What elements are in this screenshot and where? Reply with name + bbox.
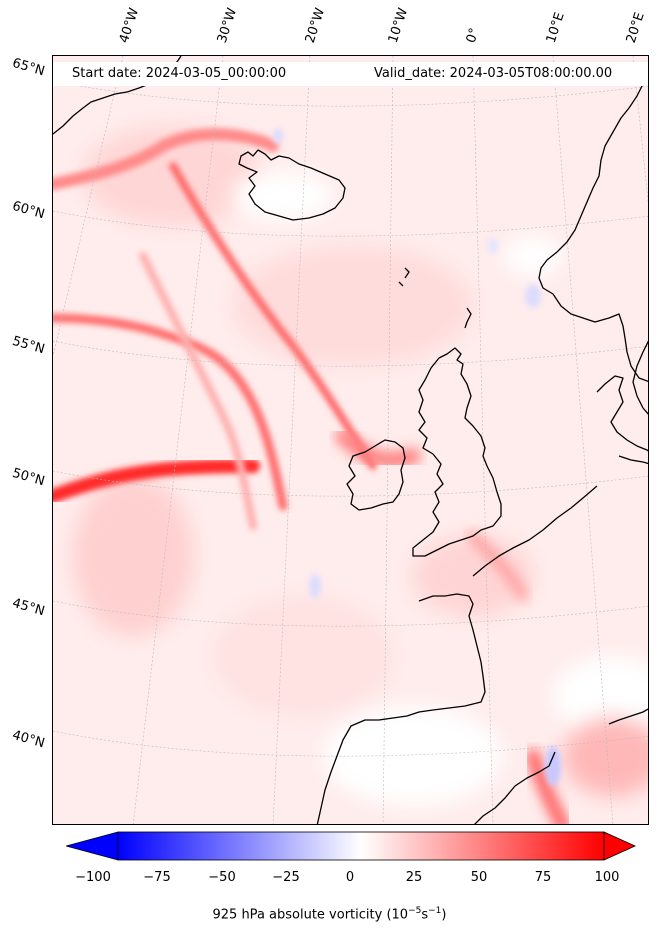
lat-label-50n: 50°N — [10, 465, 47, 490]
negative-vorticity-patches — [273, 128, 561, 786]
colorbar-label-exp2: −1 — [428, 906, 442, 916]
lon-label-30w: 30°W — [214, 6, 241, 45]
colorbar-tick-50: 50 — [470, 870, 488, 885]
colorbar-tick-neg100: −100 — [75, 870, 111, 885]
colorbar-tick-25: 25 — [405, 870, 423, 885]
lon-label-20e: 20°E — [623, 10, 648, 46]
colorbar-tick-neg25: −25 — [272, 870, 300, 885]
coast-benelux — [472, 485, 598, 577]
colorbar-tick-0: 0 — [345, 870, 355, 885]
coast-iberia-south — [474, 751, 556, 824]
coast-med — [608, 708, 648, 725]
lon-label-10w: 10°W — [385, 6, 412, 45]
vorticity-map — [52, 55, 649, 825]
colorbar-label-exp1: −5 — [408, 906, 422, 916]
coast-iceland — [238, 149, 346, 221]
colorbar-body — [117, 831, 605, 861]
header-strip — [53, 62, 648, 86]
coast-sweden — [632, 340, 648, 415]
colorbar-label-unit: s — [421, 907, 429, 923]
lat-label-55n: 55°N — [10, 333, 47, 358]
coast-shetland — [464, 307, 472, 329]
coast-scotland — [412, 347, 502, 557]
valid-date-label: Valid_date: 2024-03-05T08:00:00.00 — [374, 66, 613, 81]
colorbar-label-suffix: ) — [441, 907, 447, 923]
lat-label-65n: 65°N — [10, 55, 47, 80]
colorbar-tick-75: 75 — [534, 870, 552, 885]
start-date-label: Start date: 2024-03-05_00:00:00 — [72, 66, 287, 81]
coast-faroe — [398, 267, 410, 287]
coast-baltic — [618, 455, 648, 465]
lon-label-10e: 10°E — [543, 10, 568, 46]
streak-2 — [169, 162, 377, 470]
coast-ireland — [346, 439, 406, 511]
streak-8 — [526, 749, 570, 824]
streak-4 — [53, 459, 260, 503]
colorbar-tick-100: 100 — [594, 870, 620, 885]
streak-7 — [468, 531, 528, 601]
lon-label-40w: 40°W — [116, 6, 143, 45]
lat-label-45n: 45°N — [10, 595, 47, 620]
colorbar-label-prefix: 925 hPa absolute vorticity (10 — [212, 907, 409, 923]
colorbar-extend-min — [64, 831, 119, 861]
lon-label-0: 0° — [463, 26, 483, 45]
streak-1 — [53, 128, 279, 190]
vorticity-streaks — [53, 128, 570, 824]
colorbar-label: 925 hPa absolute vorticity (10−5s−1) — [0, 906, 659, 922]
coast-denmark — [596, 375, 648, 452]
colorbar — [64, 831, 636, 865]
lon-label-20w: 20°W — [302, 6, 329, 45]
colorbar-tick-neg50: −50 — [208, 870, 236, 885]
streak-5 — [139, 252, 257, 530]
colorbar-tick-neg75: −75 — [143, 870, 171, 885]
lat-label-60n: 60°N — [10, 198, 47, 223]
lat-label-40n: 40°N — [10, 727, 47, 752]
coast-norway — [538, 77, 648, 382]
map-svg — [53, 56, 648, 824]
coast-france-iberia — [316, 593, 486, 824]
streak-3 — [53, 313, 288, 511]
colorbar-extend-max — [603, 831, 636, 861]
colorbar-svg — [64, 831, 636, 861]
